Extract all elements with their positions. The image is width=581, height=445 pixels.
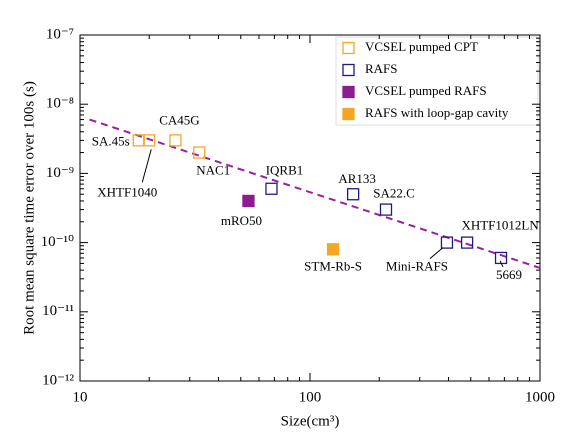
legend-label: RAFS with loop-gap cavity — [365, 105, 509, 120]
y-tick-label: 10⁻⁸ — [46, 96, 74, 112]
point-label: mRO50 — [221, 213, 262, 228]
legend-label: RAFS — [365, 61, 398, 76]
point-label: SA22.C — [373, 186, 415, 201]
y-axis-label: Root mean square time error over 100s (s… — [21, 81, 37, 335]
marker — [379, 203, 393, 216]
point-label: AR133 — [338, 171, 376, 186]
leader-line — [141, 149, 152, 183]
legend-box — [335, 36, 539, 126]
point-label: STM-Rb-S — [304, 258, 362, 273]
y-tick-label: 10⁻⁷ — [46, 26, 74, 42]
y-tick-label: 10⁻¹¹ — [42, 303, 74, 319]
y-tick-label: 10⁻¹² — [42, 372, 74, 388]
point-label: XHTF1040 — [97, 184, 157, 199]
marker — [440, 236, 454, 249]
legend-marker — [342, 107, 355, 121]
point-label: NAC1 — [196, 163, 230, 178]
legend-marker — [342, 85, 355, 99]
point-label: XHTF1012LN — [461, 218, 539, 233]
marker — [242, 194, 255, 208]
point-label: 5669 — [496, 267, 522, 282]
x-tick-label: 100 — [299, 389, 322, 405]
legend-marker — [342, 41, 355, 55]
point-label: Mini-RAFS — [386, 259, 448, 274]
point-label: IQRB1 — [266, 163, 304, 178]
point-label: SA.45s — [92, 133, 130, 148]
point-label: CA45G — [159, 112, 199, 127]
marker — [326, 243, 340, 256]
legend-marker — [342, 63, 355, 77]
marker — [193, 146, 206, 159]
leader-line — [429, 247, 444, 259]
x-tick-label: 1000 — [525, 389, 555, 405]
marker — [143, 134, 156, 147]
marker — [346, 188, 360, 201]
x-tick-label: 10 — [73, 389, 88, 405]
y-tick-label: 10⁻¹⁰ — [41, 234, 74, 250]
legend-label: VCSEL pumped CPT — [365, 39, 478, 54]
marker — [169, 134, 182, 147]
legend-label: VCSEL pumped RAFS — [365, 83, 487, 98]
leader-line — [499, 260, 504, 268]
marker — [460, 236, 474, 249]
x-axis-label: Size(cm³) — [281, 413, 340, 429]
y-tick-label: 10⁻⁹ — [46, 165, 74, 181]
marker — [265, 182, 278, 195]
